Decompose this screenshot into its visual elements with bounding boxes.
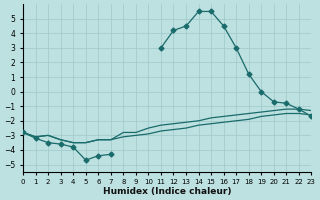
X-axis label: Humidex (Indice chaleur): Humidex (Indice chaleur) (103, 187, 231, 196)
